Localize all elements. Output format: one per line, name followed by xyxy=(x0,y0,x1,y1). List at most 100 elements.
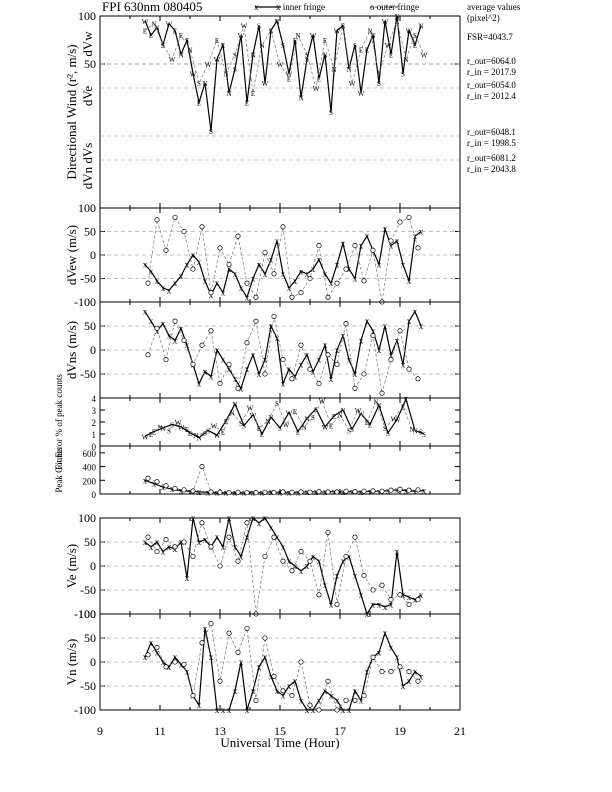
data-point-letter: S xyxy=(377,80,381,88)
data-point-inner: x xyxy=(143,537,148,547)
data-point-inner: x xyxy=(275,236,280,246)
data-point-letter: E xyxy=(329,423,333,431)
data-point-outer xyxy=(343,488,349,494)
data-point-inner: x xyxy=(245,292,250,302)
data-point-outer xyxy=(154,549,160,555)
data-point-outer xyxy=(415,245,421,251)
data-point-letter: S xyxy=(419,429,423,437)
data-point-inner: x xyxy=(155,276,160,286)
data-point-inner: x xyxy=(143,259,148,269)
data-point-letter: E xyxy=(395,18,399,26)
data-point-outer xyxy=(343,321,349,327)
data-point-outer xyxy=(226,261,232,267)
data-point-inner: x xyxy=(329,374,334,384)
data-point-letter: S xyxy=(422,431,426,439)
data-point-outer xyxy=(388,487,394,493)
data-point-inner: x xyxy=(239,657,244,667)
series-line-inner xyxy=(144,516,422,616)
data-point-outer xyxy=(181,487,187,493)
data-point-outer xyxy=(406,487,412,493)
data-point-outer xyxy=(253,318,259,324)
data-point-letter: S xyxy=(206,427,210,435)
data-point-letter: S xyxy=(383,425,387,433)
data-point-letter: E xyxy=(179,32,183,40)
data-point-outer xyxy=(370,247,376,253)
data-point-letter: E xyxy=(401,403,405,411)
y-axis-label: Fit Error % of peak counts xyxy=(54,374,64,470)
data-point-outer xyxy=(361,371,367,377)
data-point-outer xyxy=(352,534,358,540)
data-point-letter: W xyxy=(142,433,149,441)
data-point-letter: E xyxy=(389,51,393,59)
data-point-inner: x xyxy=(401,681,406,691)
data-point-letter: S xyxy=(314,406,318,414)
avg-unit: (pixel^2) xyxy=(467,13,500,23)
data-point-inner: x xyxy=(203,535,208,545)
data-point-letter: E xyxy=(197,99,201,107)
data-point-inner: x xyxy=(347,551,352,561)
data-point-outer xyxy=(361,488,367,494)
x-tick-label: 19 xyxy=(394,724,406,738)
data-point-letter: E xyxy=(185,426,189,434)
data-point-inner: x xyxy=(389,350,394,360)
data-point-letter: E xyxy=(260,431,264,439)
data-point-outer xyxy=(208,621,214,627)
data-point-outer xyxy=(163,483,169,489)
data-point-letter: E xyxy=(251,90,255,98)
data-point-letter: S xyxy=(197,80,201,88)
data-point-inner: x xyxy=(179,486,184,496)
data-point-letter: S xyxy=(209,128,213,136)
data-point-outer xyxy=(397,592,403,598)
data-point-letter: N xyxy=(154,25,159,33)
data-point-inner: x xyxy=(161,547,166,557)
data-point-outer xyxy=(199,342,205,348)
data-point-outer xyxy=(289,489,295,495)
y-tick-label: 2 xyxy=(92,418,97,428)
data-point-outer xyxy=(280,688,286,694)
data-point-inner: x xyxy=(179,659,184,669)
data-point-outer xyxy=(280,489,286,495)
data-point-outer xyxy=(217,563,223,569)
data-point-inner: x xyxy=(401,359,406,369)
data-point-letter: E xyxy=(287,75,291,83)
data-point-outer xyxy=(415,487,421,493)
data-point-letter: S xyxy=(386,430,390,438)
data-point-inner: x xyxy=(287,681,292,691)
data-point-outer xyxy=(325,489,331,495)
data-point-outer xyxy=(397,664,403,670)
y-tick-label: 100 xyxy=(78,607,96,621)
data-point-outer xyxy=(163,357,169,363)
data-point-outer xyxy=(289,294,295,300)
data-point-inner: x xyxy=(149,266,154,276)
data-point-inner: x xyxy=(197,379,202,389)
data-point-inner: x xyxy=(305,561,310,571)
data-point-outer xyxy=(208,328,214,334)
data-point-letter: E xyxy=(365,419,369,427)
data-point-letter: S xyxy=(161,42,165,50)
data-point-outer xyxy=(190,361,196,367)
data-point-inner: x xyxy=(221,705,226,715)
data-point-outer xyxy=(190,266,196,272)
series-line-inner xyxy=(144,15,422,132)
y-axis-label: Peak Counts xyxy=(54,447,64,493)
data-point-outer xyxy=(190,693,196,699)
data-point-inner: x xyxy=(395,547,400,557)
y-tick-label: 0 xyxy=(90,559,96,573)
data-point-inner: x xyxy=(269,255,274,265)
data-point-outer xyxy=(271,534,277,540)
data-point-inner: x xyxy=(185,259,190,269)
data-point-letter: N xyxy=(193,432,198,440)
y-axis-label: Vn (m/s) xyxy=(64,639,79,686)
data-point-inner: x xyxy=(419,227,424,237)
y-sub-label: dVw xyxy=(80,31,95,57)
data-point-letter: S xyxy=(329,109,333,117)
data-point-inner: x xyxy=(311,264,316,274)
data-point-inner: x xyxy=(293,561,298,571)
data-point-outer xyxy=(253,697,259,703)
data-point-letter: E xyxy=(224,418,228,426)
data-point-letter: E xyxy=(221,42,225,50)
data-point-inner: x xyxy=(185,573,190,583)
y-tick-label: 0 xyxy=(90,655,96,669)
data-point-letter: E xyxy=(152,429,156,437)
data-point-outer xyxy=(172,659,178,665)
